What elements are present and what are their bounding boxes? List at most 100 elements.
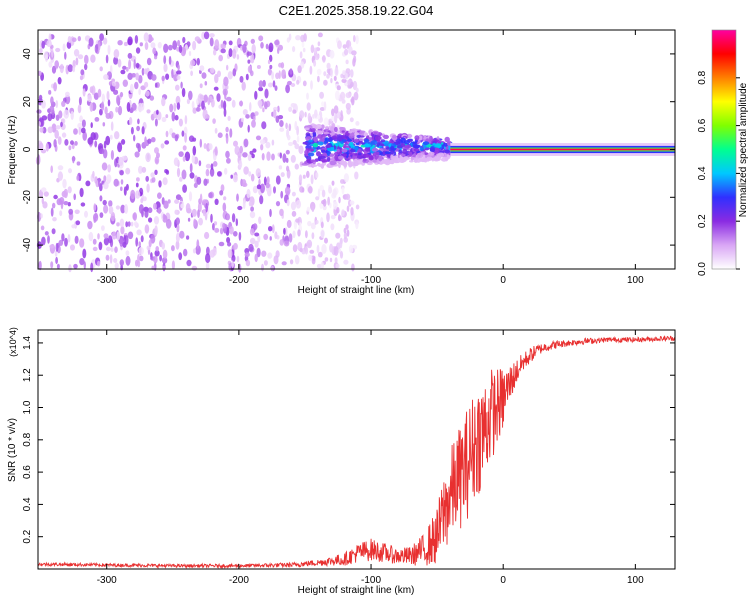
spectrogram-cell bbox=[263, 260, 268, 266]
spectrogram-cell bbox=[88, 37, 94, 47]
spectrogram-cell bbox=[177, 39, 181, 47]
spectrogram-cell bbox=[190, 70, 194, 77]
spectrogram-cell bbox=[74, 141, 78, 146]
spectrogram-cell bbox=[315, 196, 320, 201]
spectrogram-cell bbox=[199, 83, 203, 89]
spectrogram-cell bbox=[410, 156, 414, 161]
spectrogram-cell bbox=[209, 33, 215, 38]
spectrogram-cell bbox=[115, 106, 119, 113]
spectrogram-cell bbox=[162, 249, 168, 259]
spectrogram-cell bbox=[59, 63, 64, 74]
spectrogram-cell bbox=[238, 160, 243, 169]
spectrogram-cell bbox=[317, 163, 324, 168]
spectrogram-cell bbox=[131, 102, 137, 111]
spectrogram-cell bbox=[301, 41, 305, 48]
spectrogram-cell bbox=[426, 156, 433, 162]
spectrogram-cell bbox=[364, 146, 372, 152]
spectrogram-cell bbox=[138, 74, 143, 84]
spectrogram-cell bbox=[72, 65, 76, 73]
spectrogram-cell bbox=[363, 153, 370, 158]
spectrogram-cell bbox=[400, 157, 405, 161]
spectrogram-cell bbox=[223, 76, 229, 87]
spectrogram-cell bbox=[132, 212, 137, 221]
spectrogram-cell bbox=[231, 99, 236, 108]
spectrogram-cell bbox=[47, 235, 50, 244]
spectrogram-cell bbox=[227, 115, 231, 121]
spectrogram-cell bbox=[196, 57, 200, 66]
spectrogram-cell bbox=[82, 88, 86, 97]
spectrogram-cell bbox=[404, 144, 412, 149]
spectrogram-cell bbox=[339, 251, 344, 259]
spectrogram-cell bbox=[144, 224, 150, 234]
spectrogram-cell bbox=[333, 201, 338, 210]
spectrogram-cell bbox=[306, 92, 309, 100]
spectrogram-cell bbox=[111, 231, 117, 240]
spectrogram-cell bbox=[64, 139, 69, 146]
spectrogram-cell bbox=[203, 31, 210, 40]
spectrogram-cell bbox=[250, 70, 254, 77]
spectrogram-cell bbox=[301, 187, 305, 193]
spectrogram-cell bbox=[89, 102, 94, 112]
spectrogram-cell bbox=[121, 139, 126, 145]
spectrogram-cell bbox=[120, 179, 124, 185]
spectrogram-cell bbox=[281, 261, 287, 266]
spectrogram-cell bbox=[247, 124, 250, 133]
spectrogram-cell bbox=[144, 136, 147, 146]
spectrogram-cell bbox=[384, 151, 391, 155]
spectrogram-cell bbox=[106, 90, 110, 101]
spectrogram-cell bbox=[189, 163, 193, 173]
spectrogram-cell bbox=[274, 85, 278, 91]
spectrogram-cell bbox=[202, 208, 206, 217]
spectrogram-cell bbox=[39, 142, 44, 151]
spectrogram-cell bbox=[250, 38, 255, 44]
y-tick-label: 0.4 bbox=[22, 497, 33, 511]
spectrogram-cell bbox=[65, 94, 71, 105]
spectrogram-cell bbox=[133, 134, 136, 142]
spectrogram-cell bbox=[105, 113, 112, 119]
spectrogram-cell bbox=[304, 150, 308, 154]
spectrogram-cell bbox=[359, 141, 363, 144]
spectrogram-cell bbox=[47, 126, 53, 134]
spectrogram-cell bbox=[157, 207, 162, 215]
spectrogram-cell bbox=[161, 116, 167, 123]
spectrogram-cell bbox=[246, 188, 251, 199]
spectrogram-cell bbox=[145, 90, 150, 97]
spectrogram-cell bbox=[141, 67, 145, 76]
spectrogram-cell bbox=[247, 59, 251, 64]
spectrogram-cell bbox=[108, 205, 114, 215]
spectrogram-cell bbox=[187, 217, 191, 222]
spectrogram-cell bbox=[290, 154, 296, 163]
spectrogram-cell bbox=[358, 138, 364, 142]
spectrogram-cell bbox=[256, 184, 262, 190]
spectrogram-cell bbox=[334, 67, 339, 77]
spectrogram-cell bbox=[135, 72, 140, 81]
spectrogram-cell bbox=[217, 70, 221, 78]
spectrogram-cell bbox=[55, 100, 59, 109]
spectrogram-cell bbox=[117, 142, 123, 153]
spectrogram-cell bbox=[294, 143, 300, 150]
spectrogram-cell bbox=[423, 141, 430, 146]
spectrogram-cell bbox=[329, 49, 335, 59]
spectrogram-cell bbox=[199, 94, 205, 100]
y-tick-label: 0.8 bbox=[22, 432, 33, 446]
spectrogram-cell bbox=[258, 80, 264, 88]
spectrogram-cell bbox=[244, 252, 250, 258]
spectrogram-cell bbox=[254, 232, 260, 237]
spectrogram-cell bbox=[350, 207, 354, 216]
spectrogram-cell bbox=[330, 215, 336, 220]
spectrogram-cell bbox=[122, 79, 128, 87]
spectrogram-cell bbox=[57, 171, 64, 181]
spectrogram-cell bbox=[326, 212, 330, 223]
x-tick-label: -300 bbox=[97, 575, 117, 586]
spectrogram-cell bbox=[110, 121, 114, 131]
spectrogram-cell bbox=[139, 255, 144, 262]
spectrogram-cell bbox=[40, 225, 45, 231]
spectrogram-cell bbox=[390, 146, 395, 151]
spectrogram-cell bbox=[210, 213, 213, 223]
spectrogram-cell bbox=[175, 95, 181, 105]
spectrogram-cell bbox=[235, 218, 238, 227]
spectrogram-cell bbox=[279, 127, 285, 132]
spectrogram-cell bbox=[189, 172, 195, 179]
spectrogram-cell bbox=[250, 173, 255, 182]
spectrogram-cell bbox=[167, 199, 171, 204]
